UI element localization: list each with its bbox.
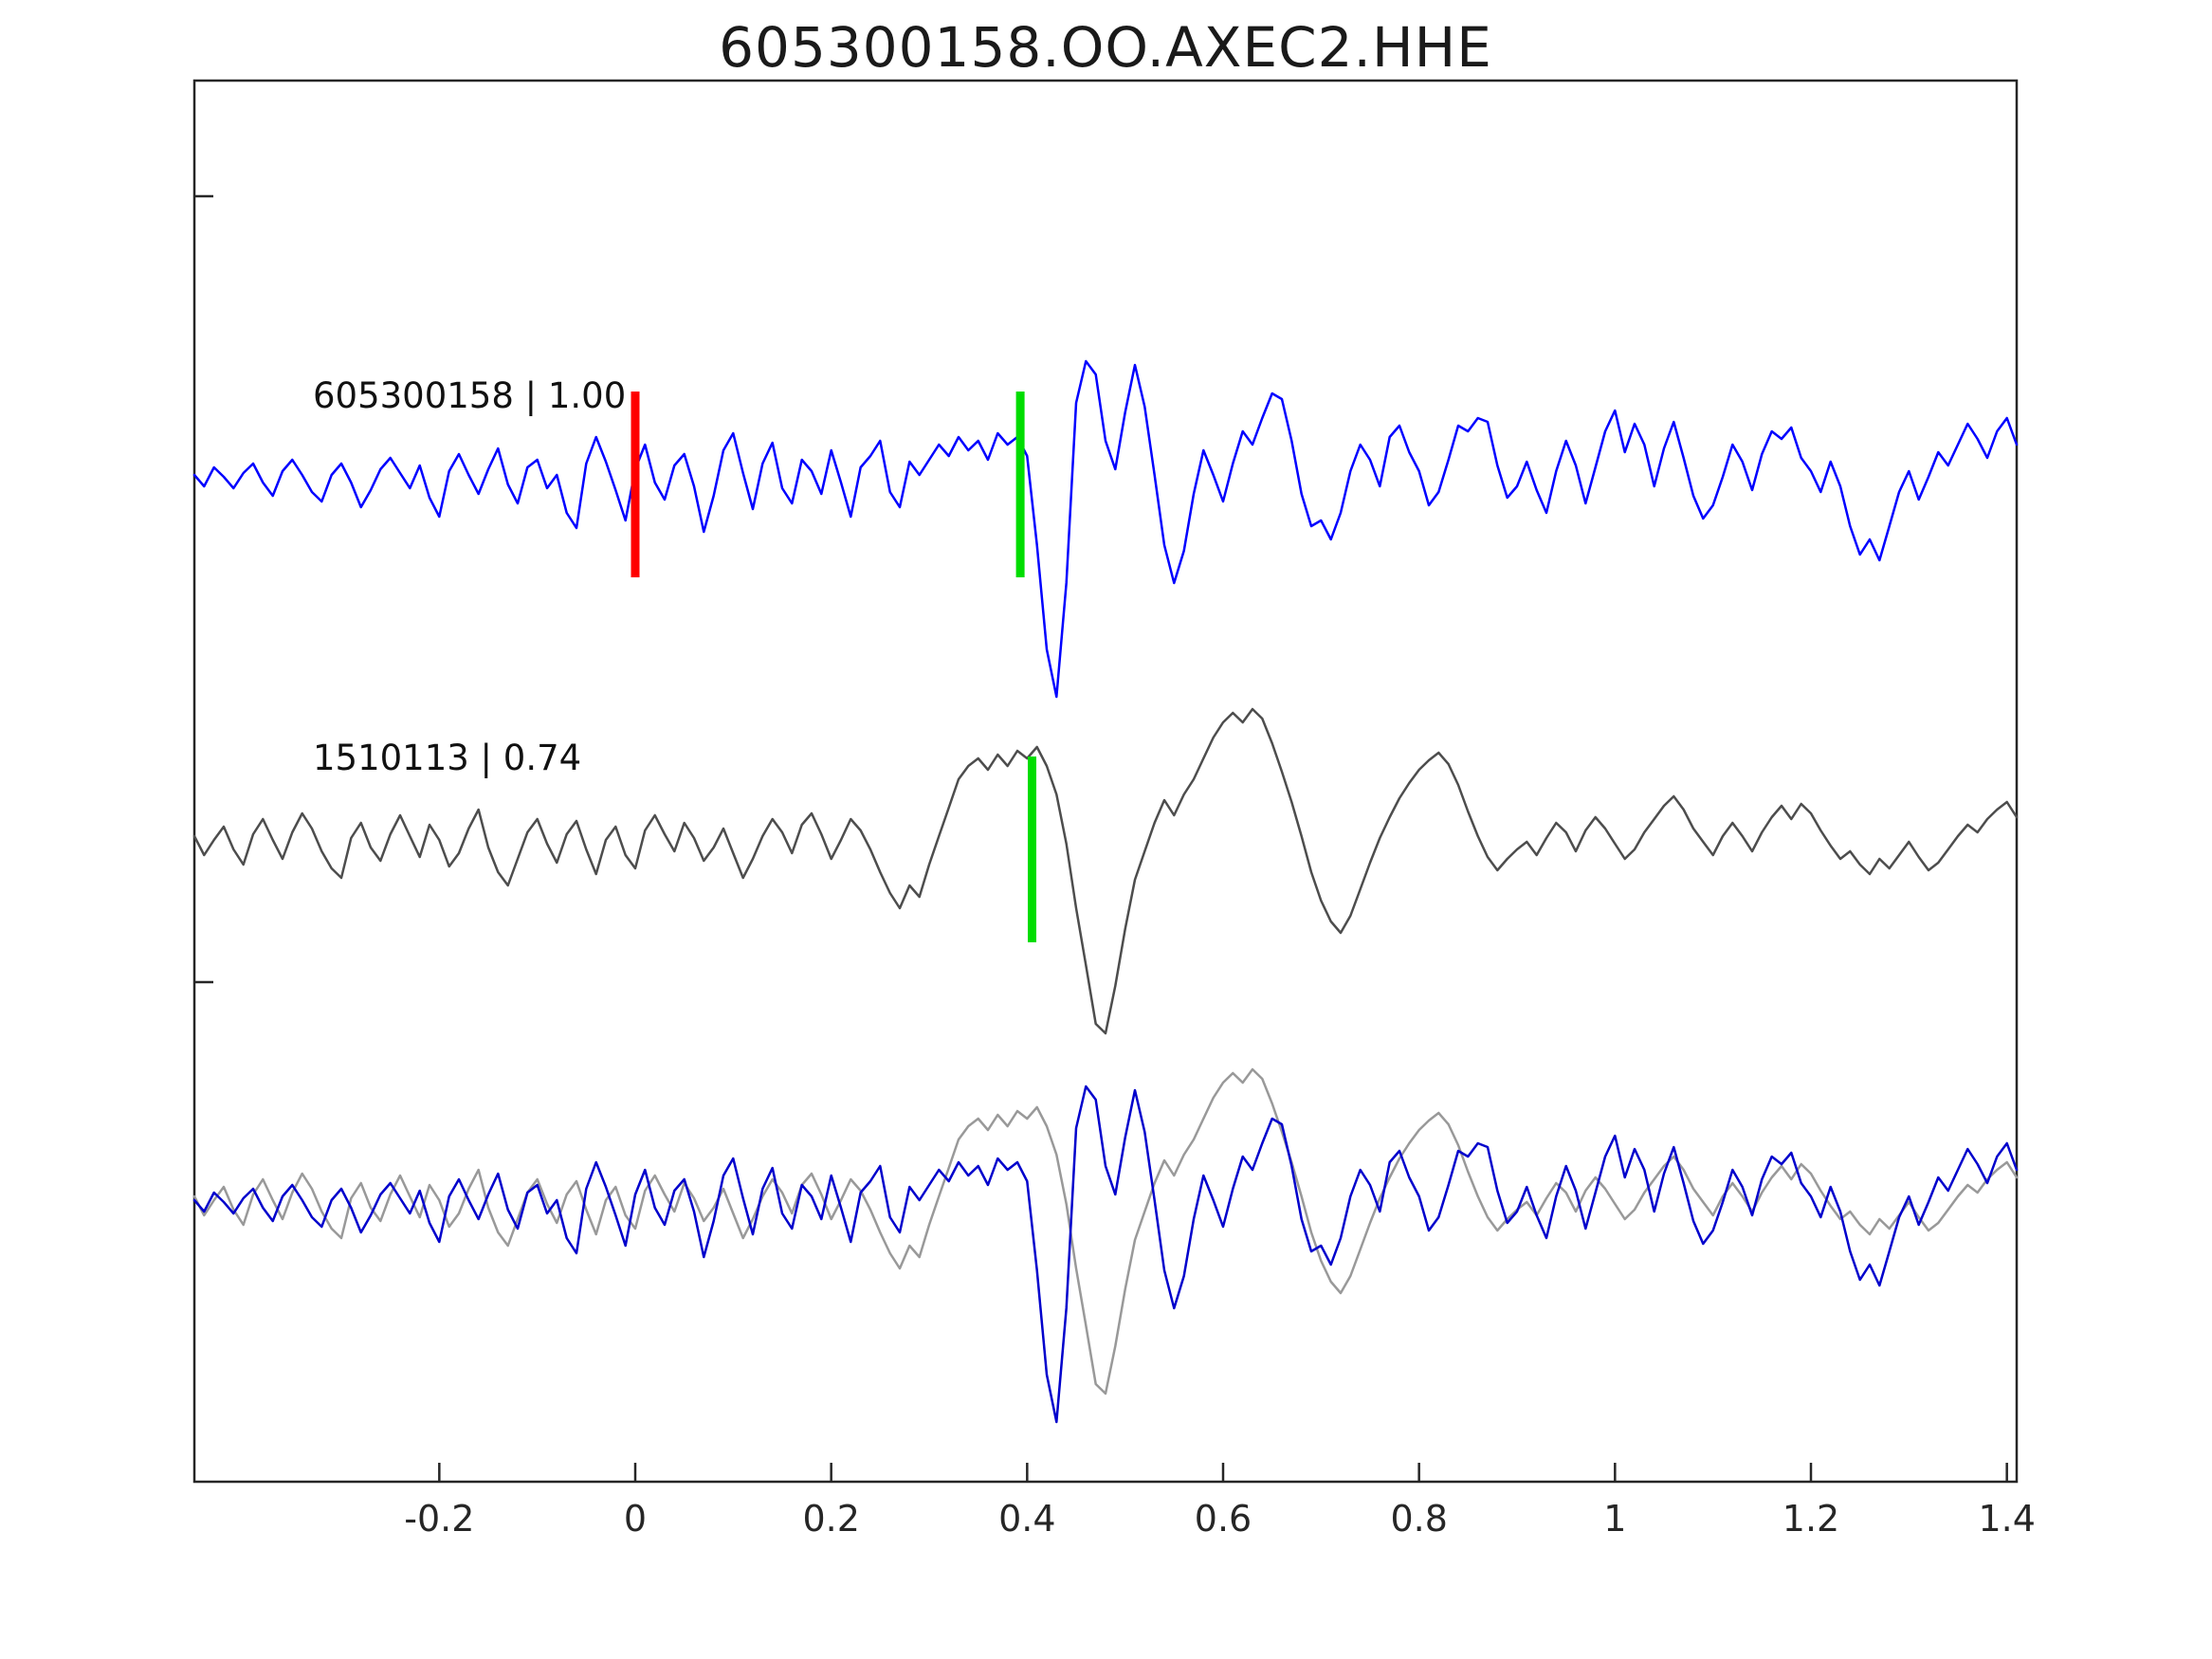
- x-tick-label: 0.4: [998, 1498, 1055, 1540]
- trace-detection-1510113-overlay: [192, 1067, 2019, 1395]
- plot-title: 605300158.OO.AXEC2.HHE: [719, 15, 1492, 80]
- x-tick-label: 0.2: [802, 1498, 859, 1540]
- trace-template-605300158: [192, 359, 2019, 699]
- trace-template-605300158-overlay: [192, 1085, 2019, 1424]
- x-tick-label: -0.2: [404, 1498, 474, 1540]
- trace-label-template: 605300158 | 1.00: [313, 375, 626, 416]
- x-tick-label: 0: [624, 1498, 647, 1540]
- x-tick-label: 1.2: [1782, 1498, 1839, 1540]
- x-tick-label: 1.4: [1978, 1498, 2035, 1540]
- trace-detection-1510113: [192, 707, 2019, 1035]
- trace-label-detection: 1510113 | 0.74: [313, 738, 581, 778]
- x-tick-label: 0.6: [1195, 1498, 1252, 1540]
- x-tick-label: 0.8: [1390, 1498, 1447, 1540]
- x-tick-label: 1: [1603, 1498, 1626, 1540]
- axis-box: [192, 79, 2019, 1484]
